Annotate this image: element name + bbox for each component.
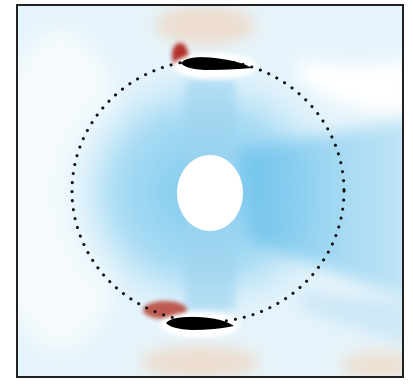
upper-pressure xyxy=(155,5,255,45)
lower-pressure xyxy=(140,346,260,378)
shaft xyxy=(177,155,243,231)
page xyxy=(0,0,413,385)
flow-field xyxy=(0,0,413,385)
